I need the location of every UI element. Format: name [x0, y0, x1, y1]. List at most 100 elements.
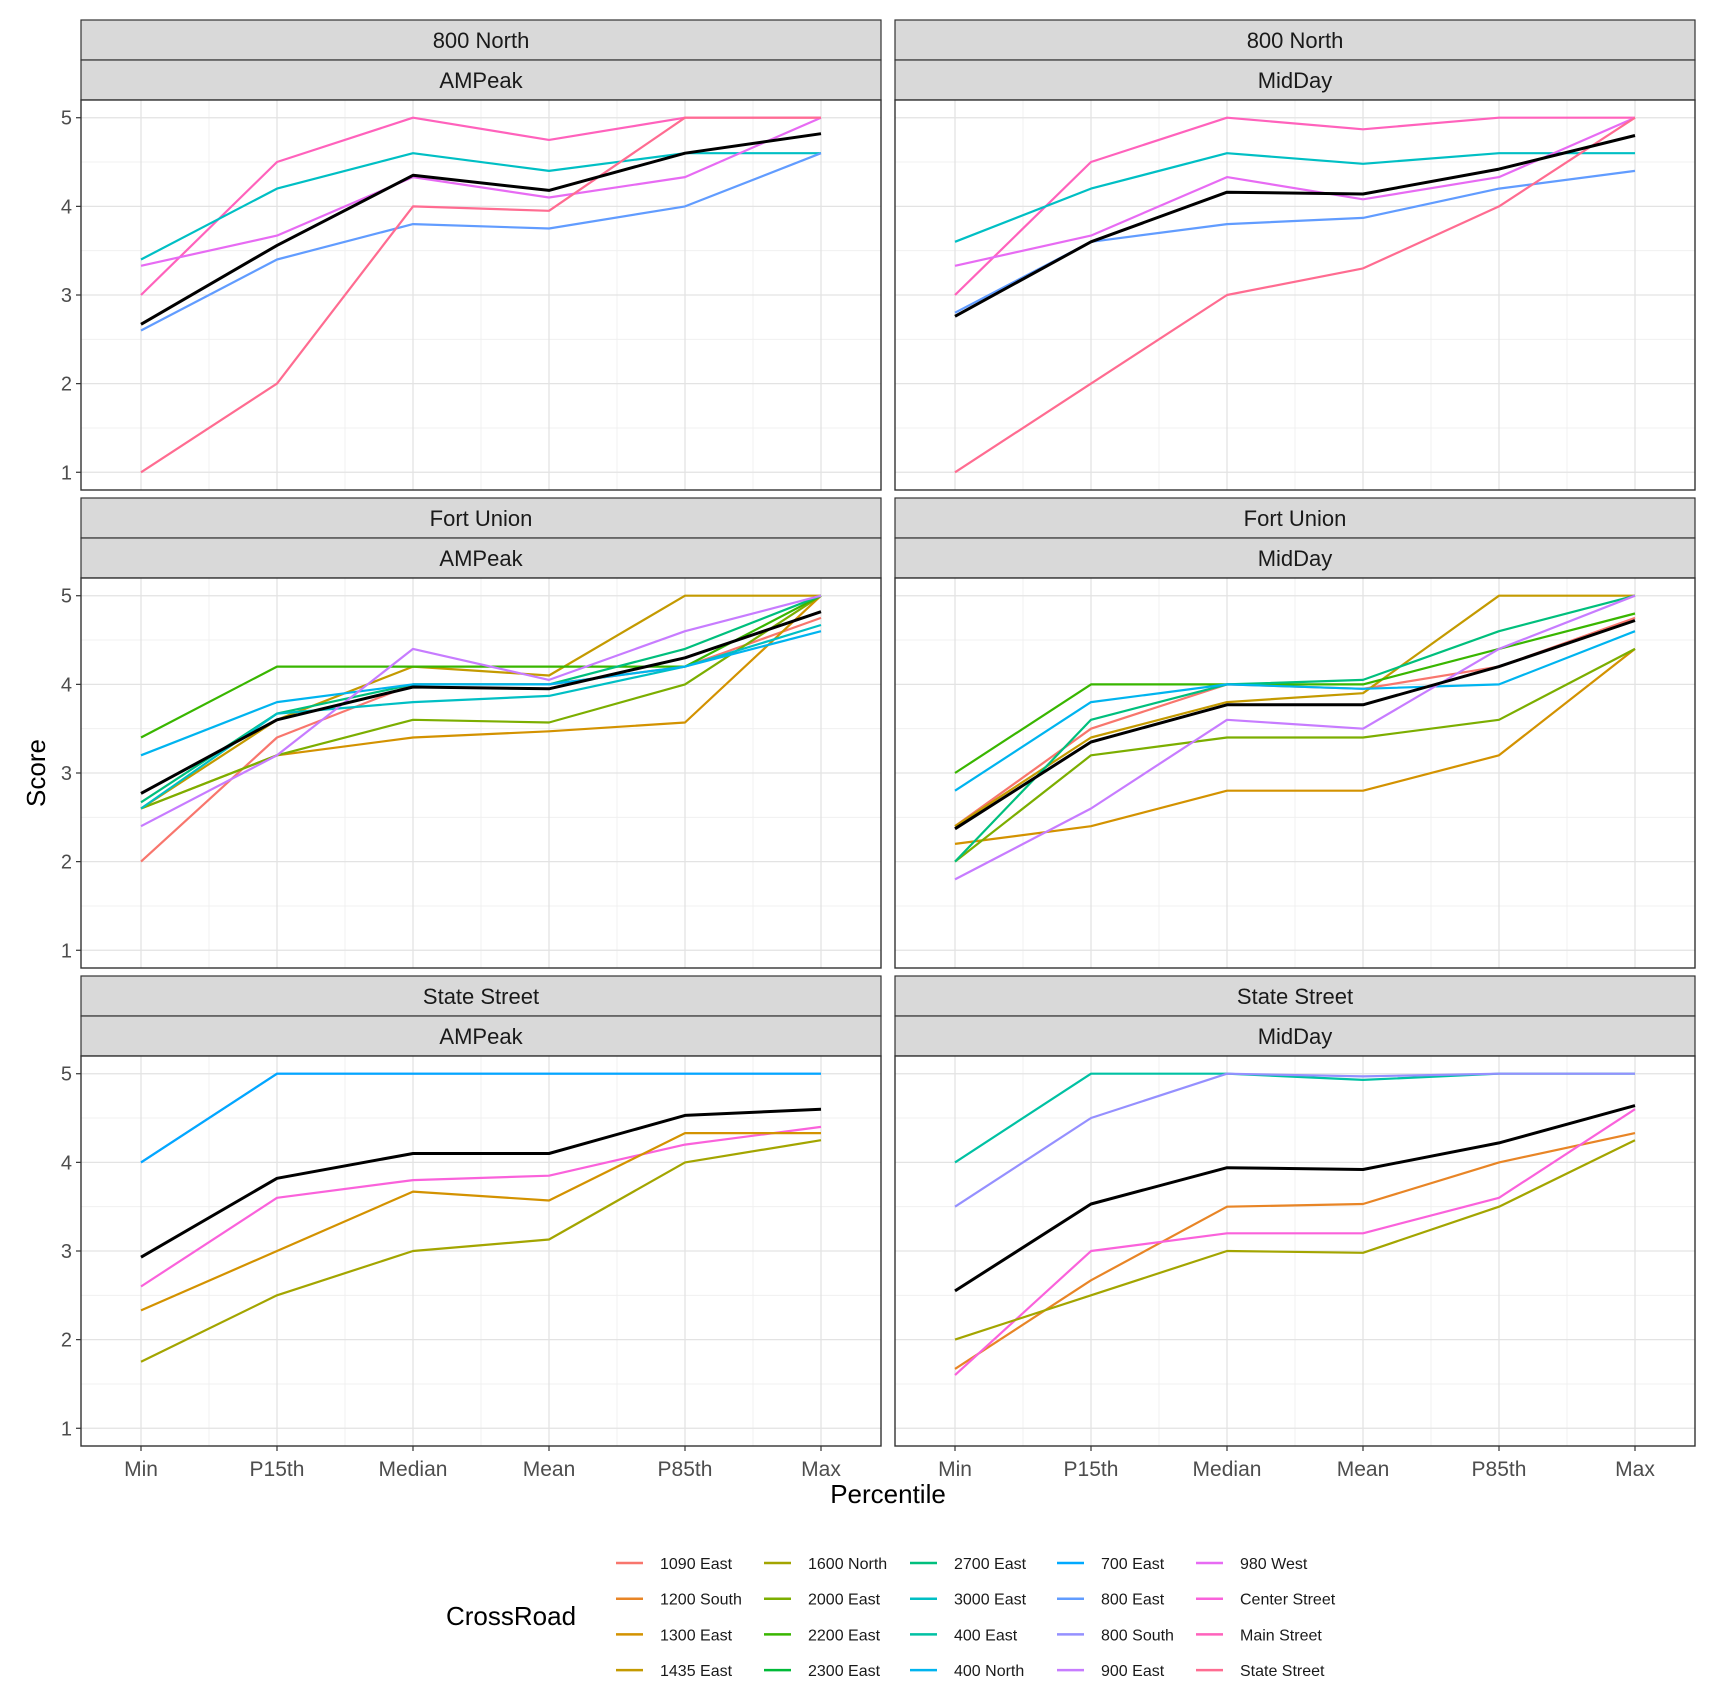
y-tick-label: 2: [61, 374, 72, 396]
x-axis-title: Percentile: [830, 1479, 946, 1509]
series-line-1600-north: [954, 1139, 1636, 1341]
legend-entry-label: 1435 East: [660, 1663, 733, 1680]
legend-entry-label: 400 North: [954, 1663, 1024, 1680]
panel-border: [80, 1055, 882, 1447]
panel-border: [894, 99, 1696, 491]
legend-entry-label: 700 East: [1101, 1556, 1165, 1573]
strip-road-bg: [894, 497, 1696, 539]
series-line-400-north: [140, 630, 822, 757]
legend-entry-label: 2700 East: [954, 1556, 1027, 1573]
series-line-center-street: [140, 1125, 822, 1288]
y-tick-label: 4: [61, 674, 72, 696]
legend-entry-label: 900 East: [1101, 1663, 1165, 1680]
series-line-900-east: [140, 594, 822, 828]
y-tick-label: 3: [61, 1241, 72, 1263]
series-line-980-west: [954, 116, 1636, 267]
strip-period-bg: [80, 537, 882, 579]
series-line-average: [954, 619, 1636, 831]
strip-road-label: State Street: [423, 984, 539, 1009]
series-line-average: [140, 132, 822, 326]
y-tick-label: 1: [61, 940, 72, 962]
legend-entry-label: 1300 East: [660, 1627, 733, 1644]
series-line-1200-south: [954, 1132, 1636, 1370]
series-line-400-north: [954, 630, 1636, 792]
x-tick-label: Median: [1193, 1458, 1262, 1481]
strip-period-bg: [80, 1015, 882, 1057]
series-line-700-east: [140, 1072, 821, 1164]
series-line-2000-east: [954, 647, 1636, 863]
x-tick-label: P85th: [658, 1458, 713, 1481]
x-tick-label: P15th: [1064, 1458, 1119, 1481]
series-line-1300-east: [954, 648, 1636, 845]
facet-panel-state-street-ampeak: State Street AMPeak 1 2 3 4 5 Min P15th Median Mea…: [61, 975, 882, 1481]
x-tick-label: Max: [1615, 1458, 1655, 1481]
facet-panel-800-north-ampeak: 800 North AMPeak 1 2 3 4 5: [61, 19, 882, 491]
legend-entry-label: Main Street: [1240, 1627, 1322, 1644]
strip-period-label: AMPeak: [439, 546, 523, 571]
legend-entry-label: 800 East: [1101, 1592, 1165, 1609]
series-line-1435-east: [140, 594, 821, 810]
series-line-average: [140, 610, 822, 795]
strip-period-bg: [894, 59, 1696, 101]
strip-road-label: Fort Union: [430, 506, 533, 531]
series-line-800-east: [140, 152, 822, 332]
x-tick-label: Min: [124, 1458, 158, 1481]
strip-period-label: MidDay: [1258, 1024, 1333, 1049]
series-line-average: [954, 1104, 1636, 1293]
y-axis-title: Score: [21, 739, 51, 807]
strip-road-bg: [80, 19, 882, 61]
y-tick-label: 4: [61, 196, 72, 218]
legend-entry-label: 800 South: [1101, 1627, 1174, 1644]
series-line-1300-east: [140, 1131, 821, 1312]
series-line-1435-east: [954, 594, 1635, 828]
x-tick-label: P85th: [1472, 1458, 1527, 1481]
legend-entry-label: 1090 East: [660, 1556, 733, 1573]
y-tick-label: 2: [61, 852, 72, 874]
panel-border: [894, 1055, 1696, 1447]
panel-border: [80, 577, 882, 969]
x-tick-label: Mean: [1337, 1458, 1390, 1481]
legend-entry-label: 1600 North: [808, 1556, 887, 1573]
series-line-800-south: [954, 1072, 1635, 1208]
series-line-center-street: [954, 1108, 1636, 1376]
series-line-3000-east: [140, 152, 821, 261]
legend-entry-label: Center Street: [1240, 1592, 1336, 1609]
facet-panel-fort-union-midday: Fort Union MidDay: [894, 497, 1696, 969]
strip-road-label: 800 North: [433, 28, 530, 53]
x-tick-label: Mean: [523, 1458, 576, 1481]
legend-entry-label: 1200 South: [660, 1592, 742, 1609]
y-tick-label: 4: [61, 1152, 72, 1174]
facet-panel-800-north-midday: 800 North MidDay: [894, 19, 1696, 491]
series-line-900-east: [954, 594, 1636, 881]
series-line-2200-east: [954, 612, 1636, 774]
series-line-1600-north: [140, 1139, 822, 1363]
strip-period-label: MidDay: [1258, 546, 1333, 571]
panel-border: [894, 577, 1696, 969]
legend-entry-label: 2000 East: [808, 1592, 881, 1609]
series-line-980-west: [140, 116, 822, 267]
series-line-3000-east: [954, 152, 1635, 243]
series-line-2200-east: [140, 594, 822, 739]
strip-road-label: 800 North: [1247, 28, 1344, 53]
facet-panel-state-street-midday: State Street MidDay Min P15th Median Mean P85t…: [894, 975, 1696, 1481]
strip-period-bg: [894, 1015, 1696, 1057]
strip-road-bg: [80, 497, 882, 539]
series-line-main-street: [954, 116, 1635, 296]
strip-period-label: AMPeak: [439, 68, 523, 93]
x-tick-label: Median: [379, 1458, 448, 1481]
legend-entry-label: 980 West: [1240, 1556, 1308, 1573]
strip-period-bg: [894, 537, 1696, 579]
y-tick-label: 1: [61, 1418, 72, 1440]
panel-border: [80, 99, 882, 491]
legend-entry-label: State Street: [1240, 1663, 1325, 1680]
x-tick-label: Min: [938, 1458, 972, 1481]
x-tick-label: Max: [801, 1458, 841, 1481]
legend-title: CrossRoad: [446, 1601, 576, 1631]
y-tick-label: 3: [61, 763, 72, 785]
y-tick-label: 2: [61, 1330, 72, 1352]
strip-road-label: State Street: [1237, 984, 1353, 1009]
strip-road-label: Fort Union: [1244, 506, 1347, 531]
series-line-average: [140, 1107, 822, 1259]
